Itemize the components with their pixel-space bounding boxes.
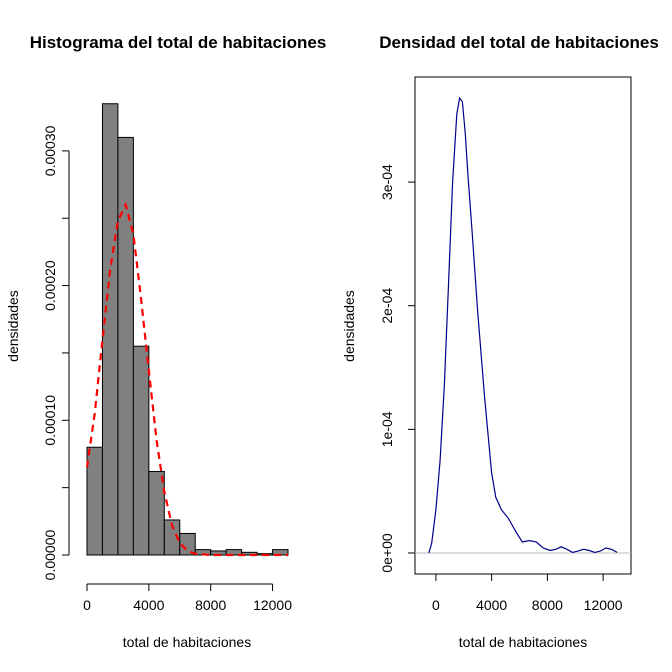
- histogram-y-axis: 0.00000 0.00010 0.00020 0.00030: [42, 125, 70, 580]
- density-y-tick-label: 0e+00: [379, 533, 395, 573]
- density-series-line: [428, 96, 618, 554]
- histogram-x-axis: 0 4000 8000 12000: [83, 583, 292, 613]
- density-overlay: [85, 201, 288, 557]
- histogram-bar: [86, 446, 103, 556]
- histogram-bars: [86, 103, 289, 556]
- histogram-bar: [117, 136, 134, 556]
- density-x-tick-label: 4000: [476, 597, 507, 613]
- density-y-tick-label: 3e-04: [379, 164, 395, 200]
- histogram-x-tick-label: 4000: [133, 597, 164, 613]
- histogram-title: Histograma del total de habitaciones: [30, 33, 327, 52]
- histogram-bar: [101, 103, 119, 556]
- density-overlay-line: [85, 201, 288, 557]
- density-line: [428, 96, 618, 554]
- density-x-axis: 0 4000 8000 12000: [432, 574, 623, 613]
- histogram-x-tick-label: 0: [83, 597, 91, 613]
- density-y-axis: 0e+00 1e-04 2e-04 3e-04: [379, 164, 415, 573]
- histogram-bar: [179, 532, 196, 556]
- histogram-x-axis-label: total de habitaciones: [123, 634, 251, 650]
- density-plot-frame: [414, 76, 632, 575]
- histogram-y-axis-label: densidades: [5, 290, 21, 362]
- histogram-bar: [148, 470, 165, 556]
- density-y-tick-label: 2e-04: [379, 288, 395, 324]
- density-x-axis-label: total de habitaciones: [459, 634, 587, 650]
- histogram-x-tick-label: 12000: [253, 597, 292, 613]
- histogram-y-tick-label: 0.00020: [42, 260, 58, 311]
- histogram-y-tick-label: 0.00010: [42, 395, 58, 446]
- density-x-tick-label: 0: [432, 597, 440, 613]
- density-y-tick-label: 1e-04: [379, 411, 395, 447]
- density-x-tick-label: 12000: [584, 597, 623, 613]
- histogram-panel: Histograma del total de habitaciones tot…: [5, 33, 326, 650]
- density-x-tick-label: 8000: [532, 597, 563, 613]
- histogram-y-tick-label: 0.00000: [42, 529, 58, 580]
- density-y-axis-label: densidades: [341, 290, 357, 362]
- histogram-bar: [132, 345, 150, 556]
- histogram-x-tick-label: 8000: [195, 597, 226, 613]
- density-title: Densidad del total de habitaciones: [379, 33, 659, 52]
- density-panel: Densidad del total de habitaciones total…: [341, 33, 659, 650]
- histogram-y-tick-label: 0.00030: [42, 125, 58, 176]
